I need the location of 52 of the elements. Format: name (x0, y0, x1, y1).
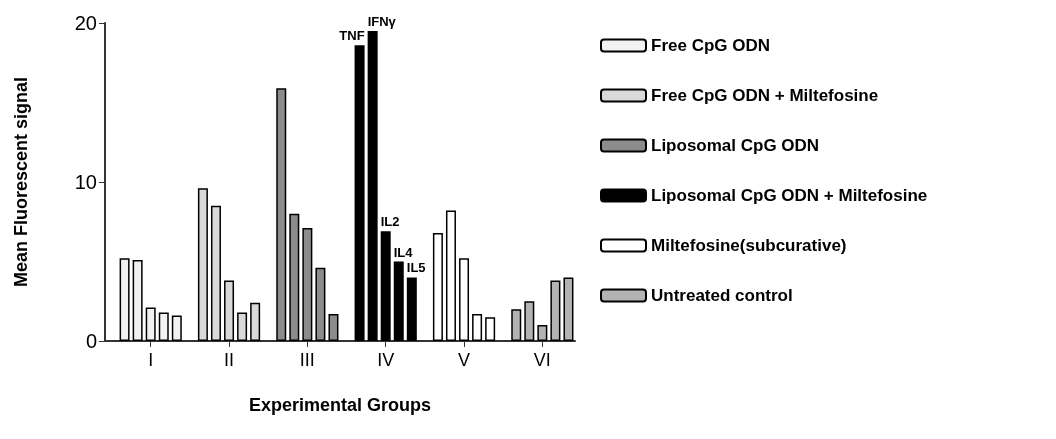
bar (302, 228, 313, 341)
bar (250, 302, 261, 341)
x-tick-label: V (458, 350, 471, 370)
bar (224, 280, 235, 341)
y-tick-label: 0 (85, 330, 97, 352)
bar (197, 188, 208, 341)
x-tick-label: III (299, 350, 315, 370)
x-tick-label: IV (377, 350, 395, 370)
y-axis-title: Mean Fluorescent signal (11, 76, 31, 288)
bar (276, 88, 287, 341)
bar (459, 258, 470, 341)
bar (158, 312, 169, 341)
bar (563, 277, 574, 341)
bar (472, 313, 483, 341)
legend-label: Miltefosine(subcurative) (651, 236, 847, 255)
annotation: IFNγ (367, 13, 397, 29)
bar (380, 231, 391, 341)
x-axis-title: Experimental Groups (248, 395, 432, 415)
bar (537, 325, 548, 341)
legend-label: Free CpG ODN + Miltefosine (651, 86, 879, 105)
bar (132, 259, 143, 341)
x-tick-label: VI (533, 350, 551, 370)
x-tick-label: I (148, 350, 154, 370)
annotation: IL4 (393, 244, 414, 260)
legend-label: Free CpG ODN (651, 36, 771, 55)
bar (550, 280, 561, 341)
legend-label: Liposomal CpG ODN + Miltefosine (651, 186, 928, 205)
bar (485, 317, 496, 341)
bar (237, 312, 248, 341)
bar (511, 309, 522, 341)
bar (328, 313, 339, 341)
annotation: IL5 (406, 260, 426, 276)
bar (393, 261, 404, 341)
bar (354, 45, 365, 341)
annotation: TNF (339, 28, 365, 44)
legend-label: Untreated control (651, 286, 793, 305)
bar (524, 301, 535, 341)
bar (367, 30, 378, 341)
bar (315, 267, 326, 341)
bar (289, 213, 300, 341)
bar (445, 210, 456, 341)
bar (432, 232, 443, 341)
y-tick-label: 20 (74, 12, 97, 34)
legend-label: Liposomal CpG ODN (651, 136, 820, 155)
x-tick-label: II (224, 350, 235, 370)
bar (171, 315, 182, 341)
bar (119, 258, 130, 341)
bar (210, 205, 221, 341)
bar (145, 307, 156, 341)
annotation: IL2 (380, 214, 400, 230)
bar (406, 277, 417, 341)
y-tick-label: 10 (74, 171, 97, 193)
